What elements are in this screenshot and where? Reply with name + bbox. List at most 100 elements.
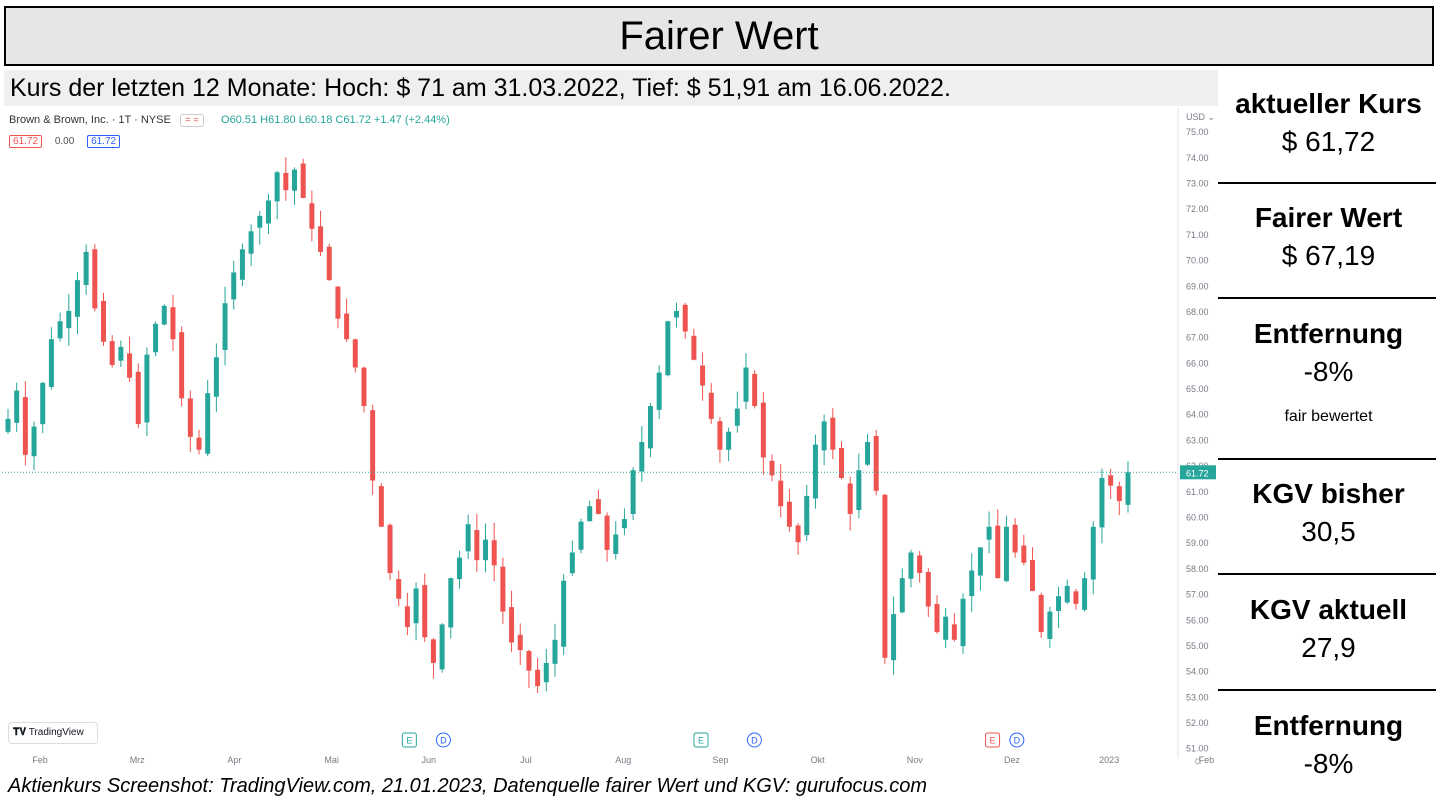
tradingview-logo[interactable]: 𝐓𝐕 TradingView bbox=[8, 722, 98, 744]
event-marker-label: E bbox=[698, 736, 704, 746]
candle-body bbox=[22, 397, 28, 455]
candle-body bbox=[483, 539, 489, 561]
source-footnote: Aktienkurs Screenshot: TradingView.com, … bbox=[8, 775, 928, 797]
candle-body bbox=[865, 441, 871, 465]
candle-body bbox=[786, 501, 792, 527]
candle-body bbox=[830, 417, 836, 450]
settings-gear-icon: ☼ bbox=[1193, 753, 1204, 767]
y-tick-label: 58.00 bbox=[1186, 564, 1209, 574]
last-price-badge bbox=[1180, 465, 1216, 480]
candle-body bbox=[5, 418, 11, 432]
y-tick-label: 61.00 bbox=[1186, 487, 1209, 497]
candle-body bbox=[639, 441, 645, 472]
candle-body bbox=[882, 494, 888, 658]
fair-value-value: $ 67,19 bbox=[1281, 240, 1376, 271]
pe-current-label: KGV aktuell bbox=[1249, 594, 1408, 625]
candle-body bbox=[526, 651, 532, 671]
candle-body bbox=[535, 669, 541, 687]
candle-body bbox=[726, 431, 732, 450]
x-tick-label: Jul bbox=[520, 755, 532, 765]
current-price-label: aktueller Kurs bbox=[1235, 88, 1422, 119]
candle-body bbox=[995, 525, 1001, 579]
candlestick-chart[interactable]: 75.00 74.00 73.00 72.00 71.00 70.00 69.00 68.00… bbox=[0, 108, 1218, 772]
candle-body bbox=[769, 460, 775, 476]
candle-body bbox=[1064, 585, 1070, 603]
candle-body bbox=[161, 305, 167, 325]
valuation-note: fair bewertet bbox=[1284, 408, 1373, 425]
candle-body bbox=[448, 578, 454, 628]
candle-body bbox=[231, 272, 237, 300]
candle-body bbox=[1021, 545, 1027, 563]
candle-body bbox=[986, 526, 992, 540]
candle-body bbox=[179, 332, 185, 399]
y-tick-label: 68.00 bbox=[1186, 307, 1209, 317]
x-tick-label: Mrz bbox=[130, 755, 145, 765]
candle-body bbox=[465, 524, 471, 552]
page-title: Fairer Wert bbox=[4, 6, 1434, 66]
candle-body bbox=[135, 371, 141, 425]
candle-body bbox=[474, 530, 480, 561]
pe-past-block: KGV bisher 30,5 bbox=[1218, 478, 1439, 548]
candle-body bbox=[899, 578, 905, 613]
candle-body bbox=[335, 286, 341, 319]
candle-body bbox=[674, 310, 680, 318]
candle-body bbox=[500, 566, 506, 612]
candle-body bbox=[917, 555, 923, 574]
x-tick-label: 2023 bbox=[1099, 755, 1119, 765]
candle-body bbox=[856, 470, 862, 511]
candle-body bbox=[74, 280, 80, 317]
candle-body bbox=[743, 367, 749, 402]
candle-body bbox=[430, 639, 436, 663]
candle-body bbox=[621, 519, 627, 529]
candle-body bbox=[14, 390, 20, 423]
candle-body bbox=[960, 598, 966, 647]
x-tick-label: Feb bbox=[1199, 755, 1215, 765]
candle-body bbox=[734, 408, 740, 426]
pe-past-label: KGV bisher bbox=[1252, 478, 1405, 509]
candle-body bbox=[196, 437, 202, 450]
candle-body bbox=[760, 402, 766, 458]
candle-body bbox=[404, 606, 410, 627]
earnings-marker bbox=[693, 732, 709, 748]
candle-body bbox=[1003, 526, 1009, 582]
event-marker-label: E bbox=[406, 736, 412, 746]
candle-body bbox=[187, 398, 193, 437]
y-tick-label: 63.00 bbox=[1186, 435, 1209, 445]
ohlc-readout: O60.51 H61.80 L60.18 C61.72 +1.47 (+2.44… bbox=[221, 114, 450, 126]
compare-icon[interactable]: = ≈ bbox=[179, 114, 204, 127]
candle-body bbox=[1082, 578, 1088, 610]
candle-body bbox=[1038, 594, 1044, 633]
pe-current-value: 27,9 bbox=[1301, 632, 1356, 663]
candle-body bbox=[543, 662, 549, 683]
candle-body bbox=[569, 552, 575, 574]
distance2-value: -8% bbox=[1303, 748, 1354, 779]
spread-value: 0.00 bbox=[54, 136, 75, 147]
candle-body bbox=[144, 354, 150, 423]
candle-body bbox=[847, 483, 853, 514]
candle-body bbox=[812, 444, 818, 499]
candle-body bbox=[83, 251, 89, 285]
buy-price-box[interactable]: 61.72 bbox=[87, 135, 121, 148]
candle-body bbox=[456, 557, 462, 580]
sell-price-box[interactable]: 61.72 bbox=[9, 135, 43, 148]
valuation-panel: aktueller Kurs $ 61,72 Fairer Wert $ 67,… bbox=[1218, 66, 1439, 805]
dividend-marker bbox=[1009, 732, 1025, 748]
current-price-value: $ 61,72 bbox=[1281, 126, 1376, 157]
candle-body bbox=[656, 372, 662, 410]
candle-body bbox=[318, 226, 324, 252]
candle-body bbox=[170, 307, 176, 340]
price-chart[interactable]: 75.00 74.00 73.00 72.00 71.00 70.00 69.00 68.00… bbox=[0, 108, 1218, 772]
candle-body bbox=[908, 552, 914, 579]
candle-body bbox=[66, 310, 72, 329]
candle-body bbox=[517, 634, 523, 651]
y-tick-label: 70.00 bbox=[1186, 256, 1209, 266]
candle-body bbox=[778, 480, 784, 507]
candle-body bbox=[283, 172, 289, 191]
event-marker-label: D bbox=[751, 736, 758, 746]
candle-body bbox=[613, 534, 619, 555]
candle-body bbox=[891, 614, 897, 661]
y-tick-label: 69.00 bbox=[1186, 281, 1209, 291]
candle-body bbox=[691, 335, 697, 360]
candle-body bbox=[665, 321, 671, 376]
candle-body bbox=[873, 436, 879, 491]
